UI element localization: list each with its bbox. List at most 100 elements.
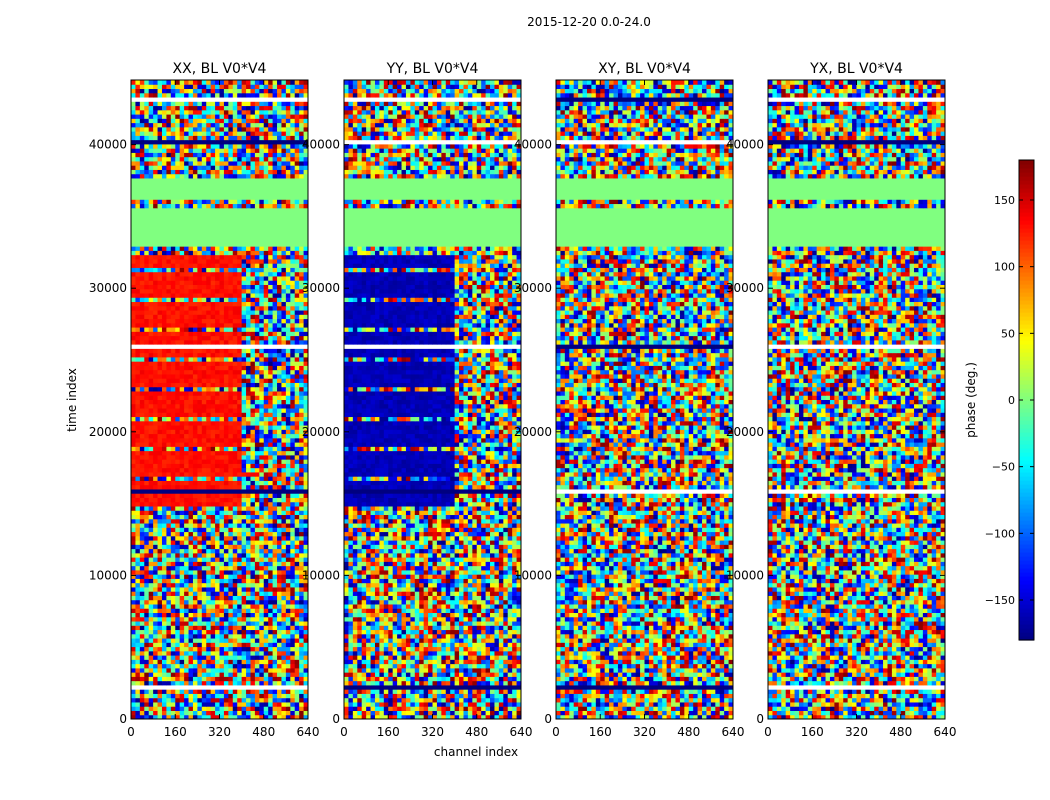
heatmap-cell [219, 642, 225, 648]
heatmap-cell [184, 305, 190, 311]
heatmap-cell [135, 535, 141, 541]
heatmap-cell [135, 114, 141, 119]
heatmap-cell [241, 314, 247, 320]
heatmap-cell [184, 655, 190, 660]
heatmap-cell [272, 621, 278, 626]
heatmap-cell [237, 275, 243, 281]
heatmap-cell [201, 263, 207, 268]
heatmap-cell [139, 638, 145, 643]
heatmap-cell [294, 621, 300, 626]
heatmap-cell [201, 254, 207, 260]
heatmap-cell [290, 378, 296, 383]
heatmap-cell [215, 152, 220, 158]
heatmap-cell [303, 246, 309, 251]
heatmap-cell [184, 301, 190, 307]
heatmap-cell [232, 382, 238, 388]
heatmap-cell [206, 706, 212, 711]
heatmap-cell [188, 382, 194, 388]
heatmap-cell [197, 331, 203, 337]
heatmap-cell [210, 650, 216, 656]
heatmap-cell [268, 437, 274, 443]
heatmap-cell [144, 523, 150, 528]
heatmap-cell [131, 433, 136, 439]
heatmap-cell [250, 433, 256, 439]
heatmap-cell [219, 629, 225, 635]
heatmap-cell [281, 471, 287, 477]
heatmap-cell [184, 689, 190, 694]
heatmap-cell [241, 297, 247, 303]
heatmap-cell [285, 642, 291, 648]
heatmap-cell [259, 339, 265, 345]
heatmap-cell [175, 557, 181, 562]
heatmap-cell [131, 327, 136, 332]
heatmap-cell [241, 701, 247, 707]
heatmap-cell [192, 305, 198, 311]
heatmap-cell [157, 625, 163, 631]
flagged-row [131, 207, 308, 213]
heatmap-cell [144, 518, 150, 524]
heatmap-cell [175, 565, 181, 571]
heatmap-cell [188, 706, 194, 711]
heatmap-cell [184, 650, 190, 656]
heatmap-cell [206, 165, 212, 170]
heatmap-cell [223, 173, 229, 179]
heatmap-cell [188, 416, 194, 422]
heatmap-cell [294, 689, 300, 694]
heatmap-cell [170, 531, 176, 537]
heatmap-cell [197, 463, 203, 469]
heatmap-cell [290, 625, 296, 631]
heatmap-cell [197, 701, 203, 707]
heatmap-cell [250, 501, 256, 507]
heatmap-cell [166, 425, 172, 430]
heatmap-cell [157, 297, 163, 303]
heatmap-cell [303, 148, 309, 153]
heatmap-cell [232, 403, 238, 409]
heatmap-cell [135, 437, 141, 443]
heatmap-cell [228, 118, 234, 124]
heatmap-cell [263, 697, 269, 703]
heatmap-cell [157, 552, 163, 558]
heatmap-cell [144, 284, 150, 290]
heatmap-cell [131, 591, 136, 596]
heatmap-cell [237, 518, 243, 524]
heatmap-cell [303, 514, 309, 520]
heatmap-cell [166, 412, 172, 418]
heatmap-cell [281, 382, 287, 388]
heatmap-cell [201, 446, 207, 452]
heatmap-cell [285, 518, 291, 524]
heatmap-cell [184, 339, 190, 345]
heatmap-cell [277, 591, 282, 596]
heatmap-cell [290, 327, 296, 332]
heatmap-cell [153, 331, 159, 337]
heatmap-cell [277, 199, 282, 205]
heatmap-cell [285, 271, 291, 277]
heatmap-cell [246, 365, 251, 371]
heatmap-cell [277, 531, 282, 537]
heatmap-cell [294, 697, 300, 703]
heatmap-cell [254, 450, 260, 456]
heatmap-cell [201, 646, 207, 652]
heatmap-cell [215, 574, 220, 579]
heatmap-cell [299, 369, 305, 375]
heatmap-cell [303, 463, 309, 469]
heatmap-cell [201, 310, 207, 315]
heatmap-cell [277, 390, 282, 396]
heatmap-cell [277, 459, 282, 464]
heatmap-cell [184, 442, 190, 447]
heatmap-cell [139, 642, 145, 648]
heatmap-cell [139, 305, 145, 311]
heatmap-cell [170, 463, 176, 469]
heatmap-cell [192, 382, 198, 388]
heatmap-cell [144, 689, 150, 694]
heatmap-cell [210, 714, 216, 720]
heatmap-cell [161, 275, 167, 281]
heatmap-cell [153, 706, 159, 711]
heatmap-cell [135, 586, 141, 592]
heatmap-cell [281, 365, 287, 371]
heatmap-cell [210, 122, 216, 128]
heatmap-cell [259, 463, 265, 469]
heatmap-cell [272, 280, 278, 285]
heatmap-cell [299, 416, 305, 422]
heatmap-cell [254, 506, 260, 511]
heatmap-cell [250, 267, 256, 273]
